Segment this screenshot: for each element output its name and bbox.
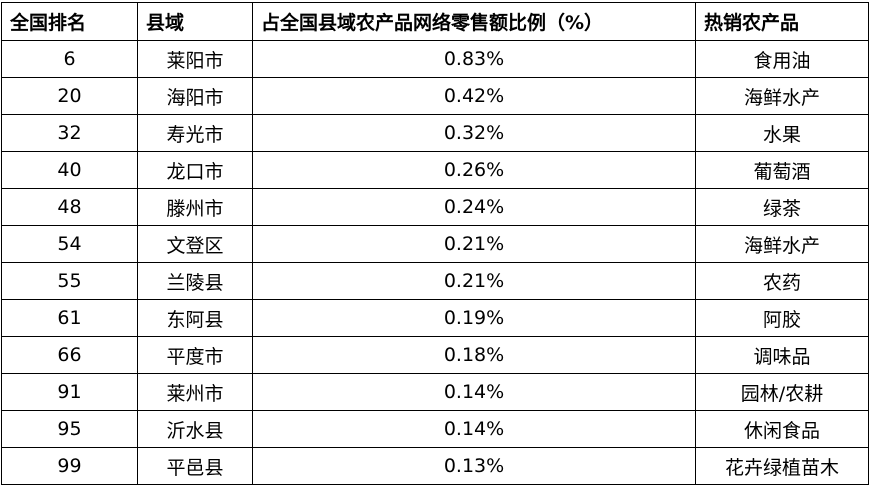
table-row: 91 莱州市 0.14% 园林/农耕 [1,373,869,411]
table-cell: 66 [1,336,138,374]
table-cell: 0.14% [252,373,696,411]
table-row: 55 兰陵县 0.21% 农药 [1,262,869,300]
table-cell: 0.21% [252,225,696,263]
table-cell: 99 [1,447,138,485]
table-cell: 0.26% [252,151,696,189]
table-cell: 平度市 [137,336,253,374]
table-row: 66 平度市 0.18% 调味品 [1,336,869,374]
table-cell: 海阳市 [137,77,253,115]
header-cell: 热销农产品 [695,2,869,41]
table-row: 6 莱阳市 0.83% 食用油 [1,40,869,78]
table-cell: 沂水县 [137,410,253,448]
table-cell: 莱阳市 [137,40,253,78]
table-cell: 0.13% [252,447,696,485]
table-cell: 55 [1,262,138,300]
table-cell: 寿光市 [137,114,253,152]
table-cell: 绿茶 [695,188,869,226]
table-cell: 95 [1,410,138,448]
table-row: 32 寿光市 0.32% 水果 [1,114,869,152]
table-cell: 91 [1,373,138,411]
table-cell: 文登区 [137,225,253,263]
table-cell: 水果 [695,114,869,152]
header-row: 全国排名 县域 占全国县域农产品网络零售额比例（%） 热销农产品 [1,2,869,41]
table-cell: 6 [1,40,138,78]
table-cell: 48 [1,188,138,226]
header-cell: 县域 [137,2,253,41]
table-row: 99 平邑县 0.13% 花卉绿植苗木 [1,447,869,485]
table-cell: 0.32% [252,114,696,152]
table-cell: 调味品 [695,336,869,374]
table-cell: 0.24% [252,188,696,226]
table-cell: 0.18% [252,336,696,374]
table-cell: 40 [1,151,138,189]
header-cell: 全国排名 [1,2,138,41]
table-cell: 0.14% [252,410,696,448]
table-cell: 滕州市 [137,188,253,226]
table-cell: 平邑县 [137,447,253,485]
table-cell: 莱州市 [137,373,253,411]
table-cell: 0.19% [252,299,696,337]
table-cell: 花卉绿植苗木 [695,447,869,485]
header-cell: 占全国县域农产品网络零售额比例（%） [252,2,696,41]
table-cell: 61 [1,299,138,337]
table-cell: 20 [1,77,138,115]
table-cell: 0.21% [252,262,696,300]
table-cell: 0.83% [252,40,696,78]
table-cell: 园林/农耕 [695,373,869,411]
table-cell: 葡萄酒 [695,151,869,189]
table-cell: 阿胶 [695,299,869,337]
table-cell: 休闲食品 [695,410,869,448]
table-row: 61 东阿县 0.19% 阿胶 [1,299,869,337]
table-cell: 食用油 [695,40,869,78]
table-row: 48 滕州市 0.24% 绿茶 [1,188,869,226]
table-cell: 东阿县 [137,299,253,337]
table-cell: 农药 [695,262,869,300]
table-cell: 兰陵县 [137,262,253,300]
table-row: 95 沂水县 0.14% 休闲食品 [1,410,869,448]
table-cell: 54 [1,225,138,263]
table-cell: 海鲜水产 [695,225,869,263]
table-cell: 龙口市 [137,151,253,189]
table-cell: 海鲜水产 [695,77,869,115]
table-body: 6 莱阳市 0.83% 食用油 20 海阳市 0.42% 海鲜水产 32 寿光市 0.32% 水果 40… [1,40,869,485]
table-row: 20 海阳市 0.42% 海鲜水产 [1,77,869,115]
table-row: 40 龙口市 0.26% 葡萄酒 [1,151,869,189]
data-table: 全国排名 县域 占全国县域农产品网络零售额比例（%） 热销农产品 6 莱阳市 0.83% 食… [1,2,869,485]
table-row: 54 文登区 0.21% 海鲜水产 [1,225,869,263]
table-cell: 0.42% [252,77,696,115]
table-cell: 32 [1,114,138,152]
